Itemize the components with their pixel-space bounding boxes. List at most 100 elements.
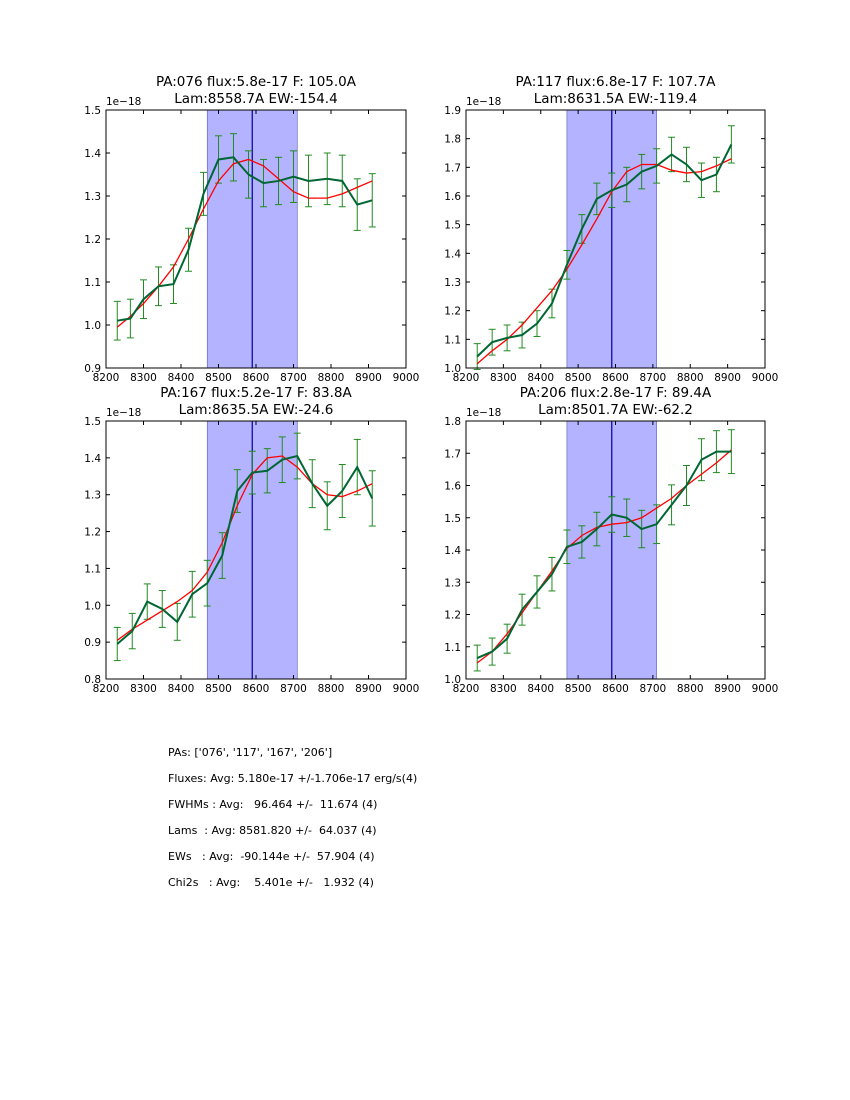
y-offset-label: 1e−18 <box>466 96 501 108</box>
y-tick-label: 1.5 <box>84 105 101 117</box>
x-tick-label: 8200 <box>453 683 480 695</box>
y-tick-label: 1.4 <box>444 545 461 557</box>
data-line <box>476 450 732 659</box>
data-line <box>476 143 733 358</box>
x-tick-label: 8500 <box>565 372 592 384</box>
y-tick-label: 1.6 <box>444 481 461 493</box>
x-tick-label: 8600 <box>243 372 270 384</box>
summary-chi2s: Chi2s : Avg: 5.401e +/- 1.932 (4) <box>168 876 374 889</box>
x-tick-label: 8900 <box>355 683 382 695</box>
y-tick-label: 1.4 <box>444 248 461 260</box>
panel-3: 8200 8300 8400 8500 8600 8700 8800 8900 9000 0.8 0… <box>84 385 419 695</box>
x-tick-label: 8800 <box>318 372 345 384</box>
summary-fluxes: Fluxes: Avg: 5.180e-17 +/-1.706e-17 erg/… <box>168 772 418 785</box>
y-tick-label: 1.1 <box>444 334 461 346</box>
y-tick-label: 1.1 <box>84 563 101 575</box>
x-tick-label: 8600 <box>243 683 270 695</box>
y-tick-label: 1.2 <box>444 306 461 318</box>
x-tick-label: 8500 <box>205 372 232 384</box>
y-tick-label: 1.9 <box>444 105 461 117</box>
fit-line <box>476 158 732 365</box>
y-tick-label: 1.4 <box>84 453 101 465</box>
x-tick-label: 9000 <box>752 372 779 384</box>
summary-lams: Lams : Avg: 8581.820 +/- 64.037 (4) <box>168 824 377 837</box>
y-tick-label: 1.6 <box>444 191 461 203</box>
x-tick-label: 8200 <box>93 683 120 695</box>
panel-4: 8200 8300 8400 8500 8600 8700 8800 8900 9000 1.0 1… <box>444 385 778 695</box>
y-tick-label: 1.8 <box>444 416 461 428</box>
panel-1: 8200 8300 8400 8500 8600 8700 8800 8900 9000 0.9 1… <box>84 74 419 384</box>
x-tick-label: 8400 <box>168 372 195 384</box>
panel-title-line1: PA:076 flux:5.8e-17 F: 105.0A <box>156 74 357 90</box>
x-tick-label: 9000 <box>752 683 779 695</box>
y-offset-label: 1e−18 <box>106 96 141 108</box>
x-tick-label: 8900 <box>714 372 741 384</box>
x-tick-label: 8800 <box>677 683 704 695</box>
x-tick-label: 8600 <box>602 683 629 695</box>
x-tick-label: 8400 <box>527 372 554 384</box>
fit-line <box>116 455 373 641</box>
y-tick-label: 1.0 <box>84 320 101 332</box>
y-offset-label: 1e−18 <box>466 407 501 419</box>
y-tick-label: 1.0 <box>444 674 461 686</box>
summary-fwhms: FWHMs : Avg: 96.464 +/- 11.674 (4) <box>168 798 378 811</box>
y-tick-label: 1.2 <box>84 527 101 539</box>
y-tick-label: 1.5 <box>444 513 461 525</box>
summary-block: PAs: ['076', '117', '167', '206'] Fluxes… <box>168 740 417 896</box>
panel-2: 8200 8300 8400 8500 8600 8700 8800 8900 9000 1.0 1… <box>444 74 778 384</box>
x-tick-label: 8500 <box>565 683 592 695</box>
y-tick-label: 0.9 <box>84 363 101 375</box>
data-line <box>117 156 373 322</box>
y-tick-label: 1.5 <box>444 220 461 232</box>
y-tick-label: 1.7 <box>444 448 461 460</box>
panel-title-line2: Lam:8501.7A EW:-62.2 <box>538 402 693 418</box>
y-tick-label: 0.9 <box>84 637 101 649</box>
x-tick-label: 8300 <box>130 372 157 384</box>
x-tick-label: 8700 <box>640 683 667 695</box>
x-tick-label: 8700 <box>280 683 307 695</box>
data-line <box>116 454 374 645</box>
x-tick-label: 8600 <box>602 372 629 384</box>
y-tick-label: 1.0 <box>84 600 101 612</box>
y-tick-label: 0.8 <box>84 674 101 686</box>
x-tick-label: 8200 <box>93 372 120 384</box>
x-tick-label: 9000 <box>393 372 420 384</box>
panel-title-line2: Lam:8635.5A EW:-24.6 <box>179 402 334 418</box>
x-tick-label: 8300 <box>130 683 157 695</box>
y-tick-label: 1.3 <box>84 490 101 502</box>
x-tick-label: 8700 <box>640 372 667 384</box>
y-tick-label: 1.4 <box>84 148 101 160</box>
y-tick-label: 1.3 <box>84 191 101 203</box>
y-tick-label: 1.2 <box>84 234 101 246</box>
y-tick-label: 1.1 <box>84 277 101 289</box>
panel-title-line1: PA:206 flux:2.8e-17 F: 89.4A <box>520 385 712 401</box>
y-tick-label: 1.3 <box>444 277 461 289</box>
x-tick-label: 9000 <box>393 683 420 695</box>
summary-ews: EWs : Avg: -90.144e +/- 57.904 (4) <box>168 850 375 863</box>
panel-title-line1: PA:167 flux:5.2e-17 F: 83.8A <box>160 385 352 401</box>
panel-title-line1: PA:117 flux:6.8e-17 F: 107.7A <box>515 74 716 90</box>
x-tick-label: 8900 <box>355 372 382 384</box>
y-tick-label: 1.2 <box>444 610 461 622</box>
x-tick-label: 8800 <box>318 683 345 695</box>
x-tick-label: 8900 <box>714 683 741 695</box>
x-tick-label: 8200 <box>453 372 480 384</box>
x-tick-label: 8400 <box>527 683 554 695</box>
x-tick-label: 8700 <box>280 372 307 384</box>
y-tick-label: 1.3 <box>444 577 461 589</box>
y-offset-label: 1e−18 <box>106 407 141 419</box>
x-tick-label: 8300 <box>490 683 517 695</box>
y-tick-label: 1.1 <box>444 642 461 654</box>
panel-title-line2: Lam:8631.5A EW:-119.4 <box>534 91 697 107</box>
panel-title-line2: Lam:8558.7A EW:-154.4 <box>174 91 337 107</box>
x-tick-label: 8500 <box>205 683 232 695</box>
summary-pas: PAs: ['076', '117', '167', '206'] <box>168 746 333 759</box>
y-tick-label: 1.0 <box>444 363 461 375</box>
y-tick-label: 1.8 <box>444 134 461 146</box>
y-tick-label: 1.5 <box>84 416 101 428</box>
y-tick-label: 1.7 <box>444 162 461 174</box>
x-tick-label: 8800 <box>677 372 704 384</box>
x-tick-label: 8400 <box>168 683 195 695</box>
x-tick-label: 8300 <box>490 372 517 384</box>
